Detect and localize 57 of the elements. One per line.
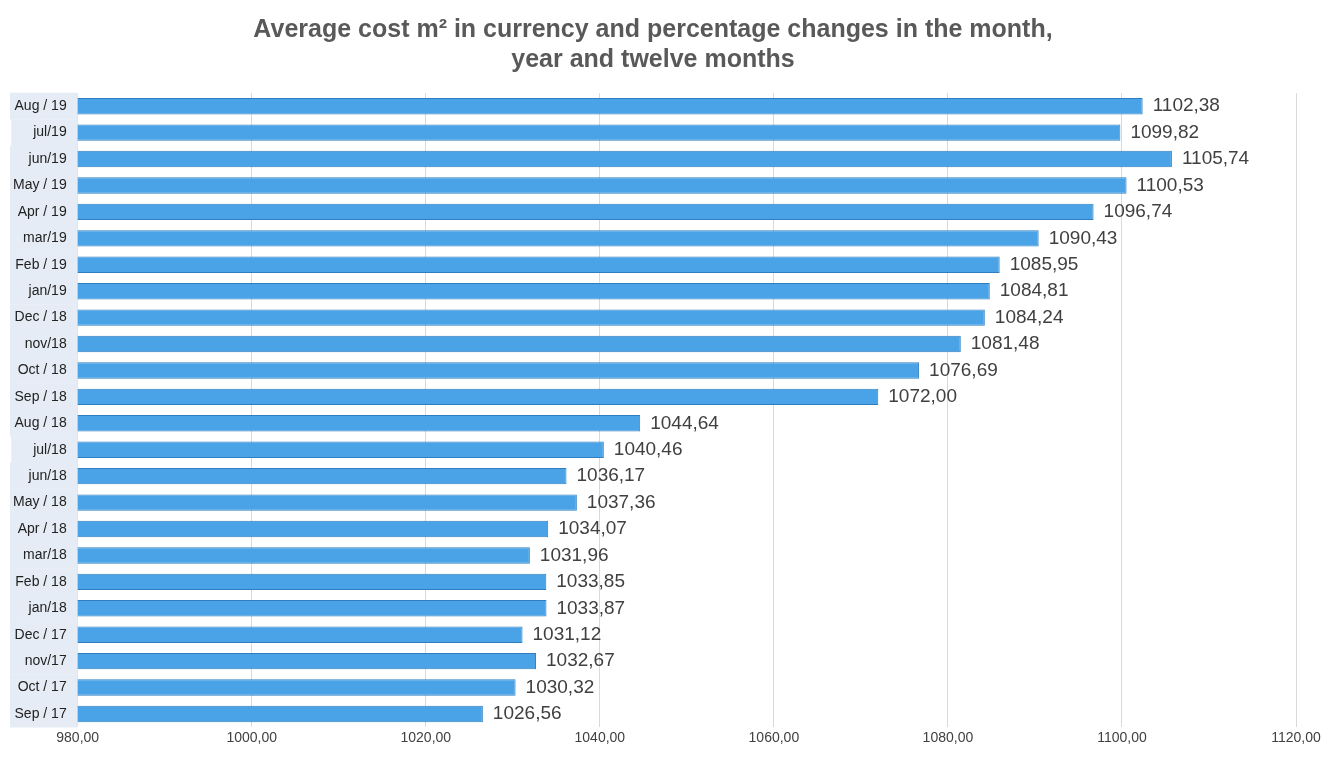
y-tick-label: Sep / 18 [14, 387, 67, 404]
data-label: 1031,96 [539, 543, 609, 565]
y-tick-label: jun/18 [27, 467, 67, 484]
y-tick-label: jul/18 [32, 440, 67, 457]
y-tick-label: Dec / 18 [14, 308, 67, 325]
x-tick-label: 1100,00 [1097, 729, 1147, 746]
y-tick-label: Apr / 18 [17, 519, 67, 536]
y-tick-label: nov/17 [24, 652, 67, 668]
y-tick-label: Dec / 17 [14, 625, 67, 642]
data-label: 1026,56 [492, 702, 562, 724]
y-tick-label: Oct / 18 [17, 361, 67, 378]
y-tick-label: May / 19 [12, 176, 67, 193]
data-label: 1037,36 [586, 490, 656, 512]
y-tick-label: Feb / 18 [15, 572, 67, 589]
y-tick-label: mar/19 [23, 229, 67, 246]
data-label: 1090,43 [1048, 226, 1118, 248]
data-label: 1036,17 [576, 464, 646, 486]
y-tick-label: mar/18 [23, 546, 67, 563]
y-tick-label: Aug / 18 [14, 414, 67, 431]
x-tick-label: 1060,00 [748, 729, 800, 746]
x-tick-label: 1080,00 [922, 729, 974, 746]
y-tick-label: Apr / 19 [17, 202, 67, 219]
y-tick-label: jul/19 [32, 123, 67, 140]
data-label: 1076,69 [929, 358, 998, 380]
data-label: 1044,64 [650, 411, 720, 433]
data-label: 1081,48 [970, 332, 1040, 354]
x-tick-label: 1020,00 [400, 729, 452, 746]
data-label: 1033,85 [556, 570, 625, 592]
data-label: 1102,38 [1152, 94, 1220, 116]
data-label: 1034,07 [558, 517, 627, 539]
data-label: 1085,95 [1009, 253, 1079, 274]
data-label: 1099,82 [1130, 120, 1200, 142]
data-label: 1084,81 [999, 279, 1069, 301]
y-tick-label: Feb / 19 [15, 255, 67, 272]
data-label: 1031,12 [532, 622, 602, 644]
data-label: 1100,53 [1136, 173, 1204, 195]
x-tick-label: 1040,00 [574, 729, 626, 746]
y-tick-label: jan/19 [27, 282, 67, 299]
y-tick-label: jan/18 [27, 599, 67, 616]
y-tick-label: Sep / 17 [14, 704, 67, 721]
y-tick-label: May / 18 [12, 493, 67, 510]
data-label: 1084,24 [994, 305, 1064, 327]
x-tick-label: 1000,00 [226, 729, 278, 746]
x-tick-label: 980,00 [56, 729, 100, 746]
y-tick-label: Aug / 19 [14, 97, 67, 114]
chart-title: Average cost m² in currency and percentage changes in the month, year and twelve months [253, 13, 1053, 72]
x-tick-label: 1120,00 [1271, 729, 1321, 746]
data-label: 1033,87 [556, 596, 626, 618]
y-tick-label: nov/18 [24, 334, 67, 351]
data-label: 1032,67 [546, 649, 615, 671]
data-label: 1072,00 [888, 385, 957, 407]
data-label: 1030,32 [525, 675, 595, 697]
y-tick-label: Oct / 17 [17, 678, 67, 695]
data-label: 1105,74 [1181, 147, 1250, 169]
data-label: 1096,74 [1103, 200, 1173, 222]
y-tick-label: jun/19 [27, 149, 67, 166]
data-label: 1040,46 [613, 437, 683, 459]
